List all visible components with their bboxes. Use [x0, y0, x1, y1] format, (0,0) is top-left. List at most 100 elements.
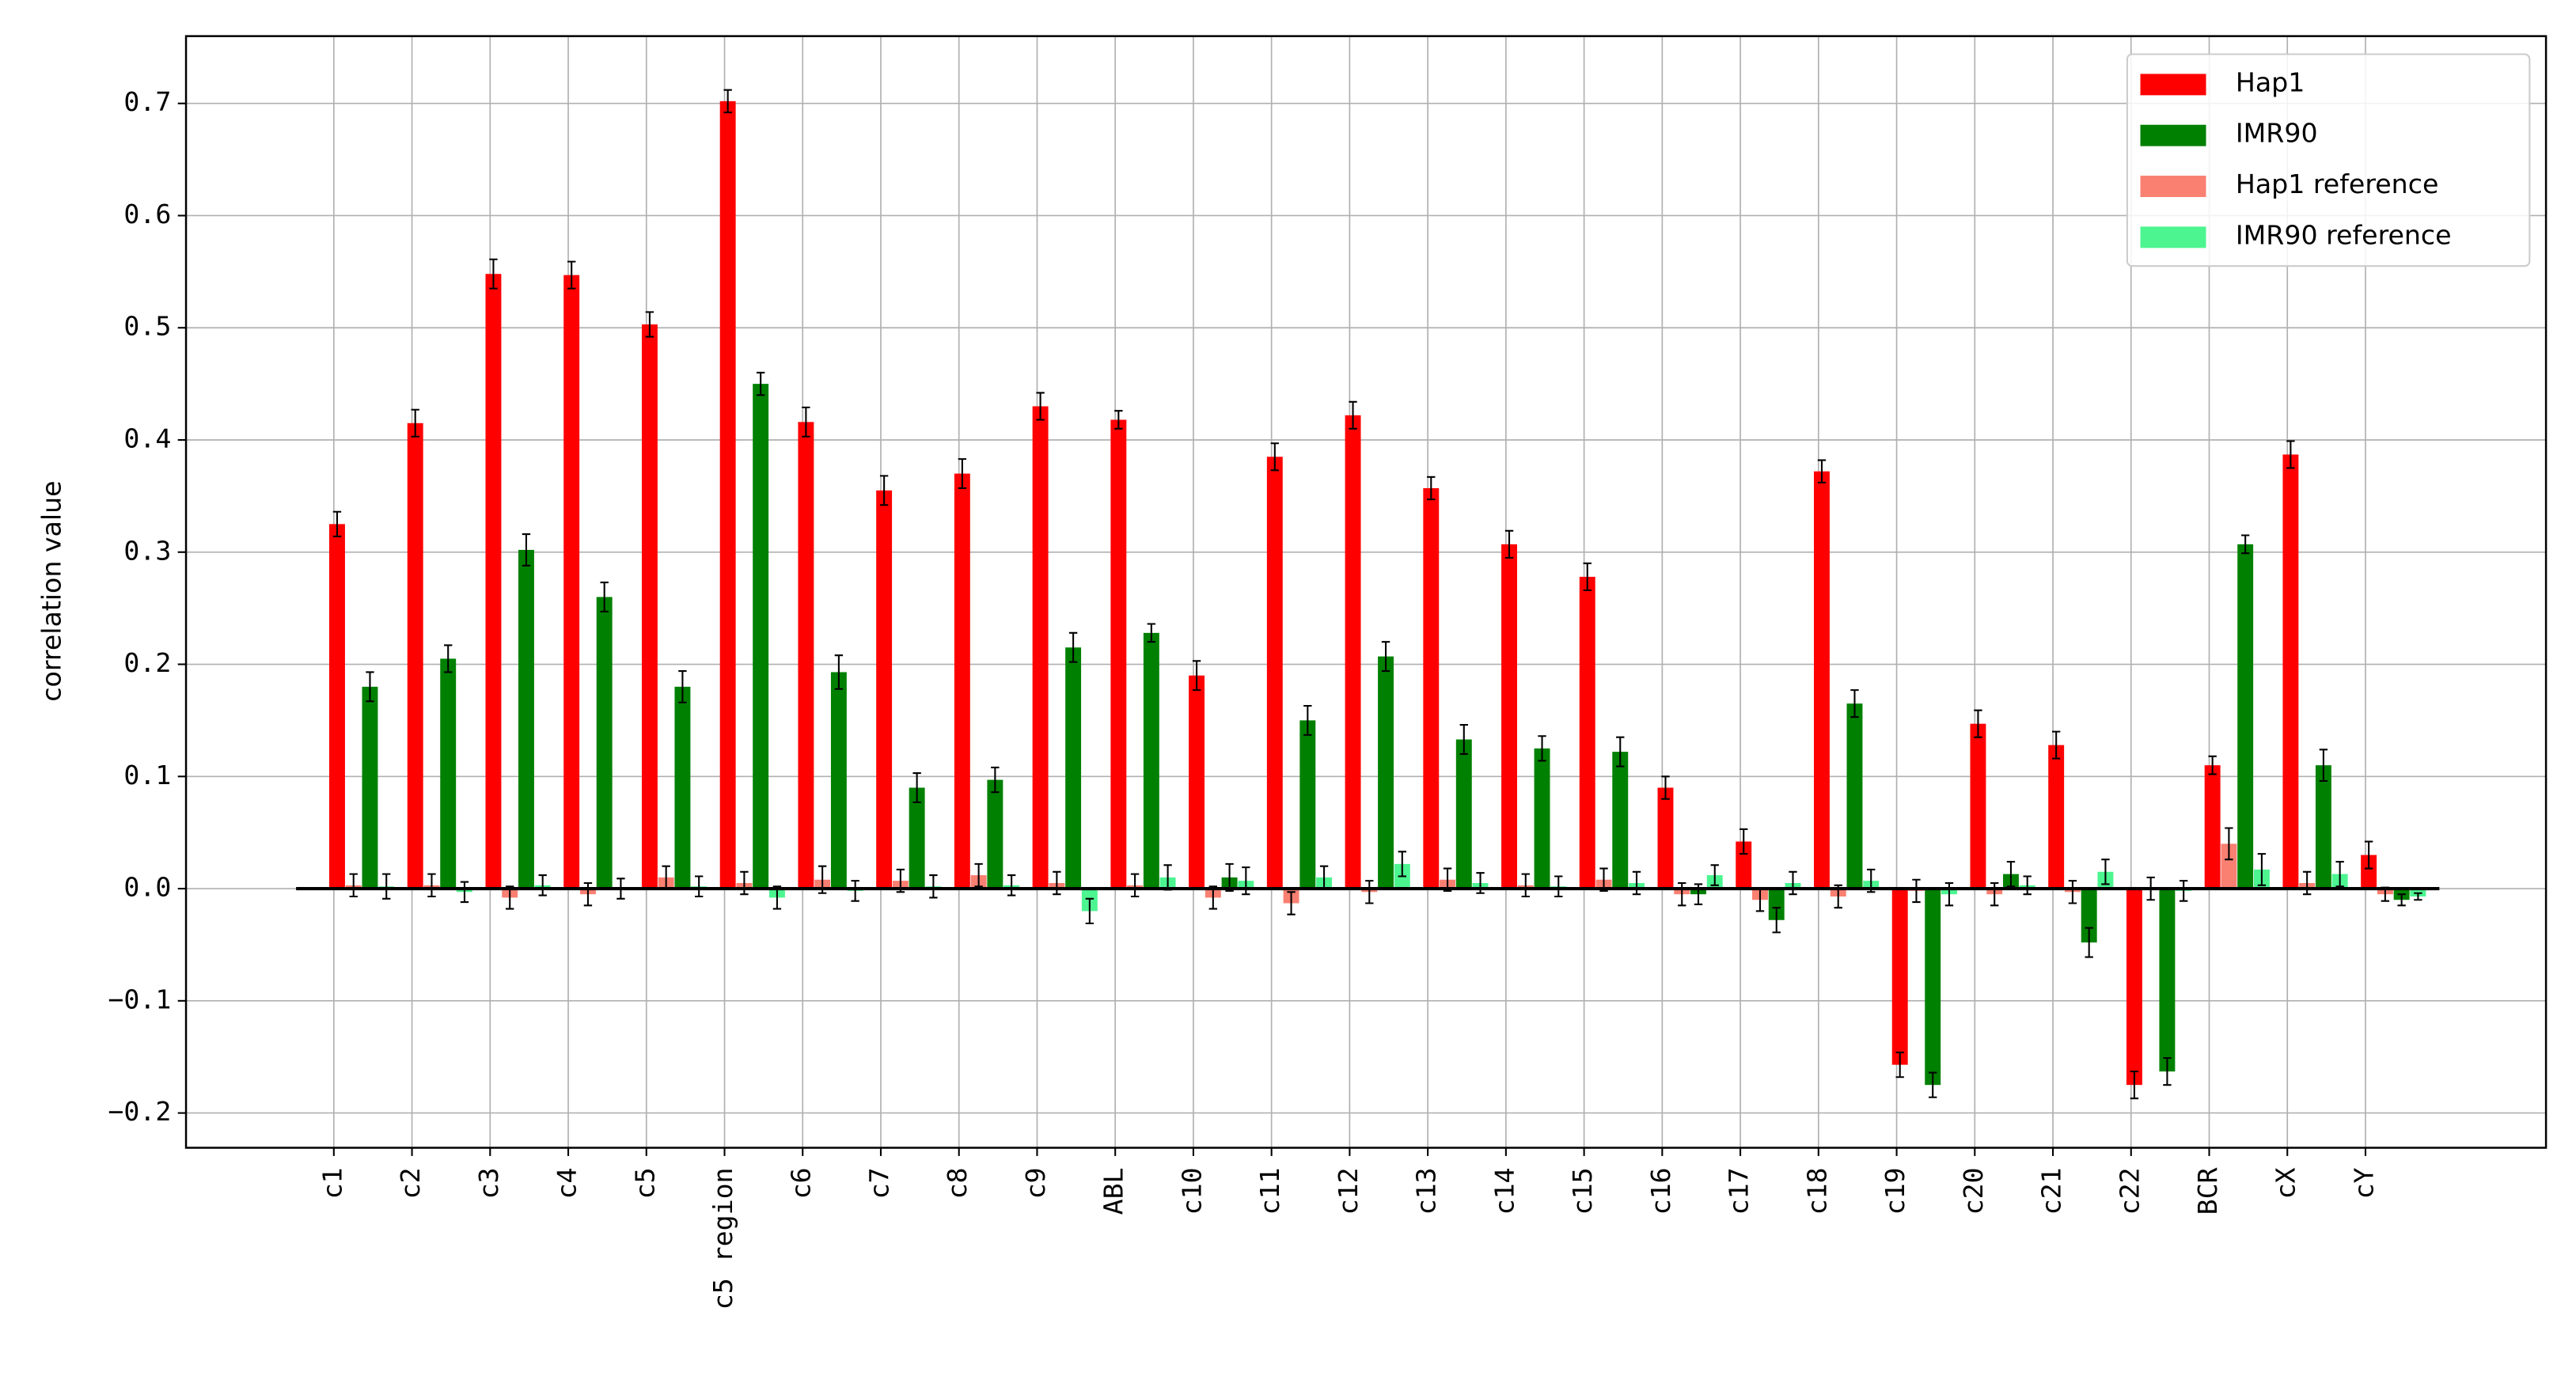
bar	[954, 473, 970, 889]
x-tick-label: c19	[1880, 1167, 1910, 1215]
bar	[1814, 471, 1830, 889]
error-bar	[1867, 868, 1876, 893]
bar	[1266, 457, 1283, 889]
bar	[1891, 889, 1908, 1065]
error-bar	[600, 582, 609, 612]
error-bar	[2051, 730, 2061, 760]
error-bar	[818, 865, 827, 894]
bar	[407, 423, 423, 889]
bar	[2237, 544, 2254, 889]
error-bar	[1365, 880, 1374, 904]
error-bar	[1398, 851, 1406, 878]
error-bar	[1225, 862, 1234, 892]
error-bar	[1476, 872, 1485, 894]
error-bar	[662, 865, 670, 890]
error-bar	[1208, 885, 1218, 910]
bar	[1768, 889, 1785, 920]
bar	[2282, 454, 2299, 889]
bar	[2048, 745, 2065, 889]
error-bar	[974, 862, 983, 888]
bar	[753, 384, 769, 889]
bar	[1065, 647, 1082, 889]
bar	[641, 324, 658, 889]
error-bar	[1895, 1052, 1904, 1078]
error-bar	[958, 458, 967, 490]
error-bar	[1554, 875, 1563, 898]
error-bar	[382, 873, 391, 900]
bar	[987, 779, 1003, 889]
x-tick-label: c7	[863, 1167, 894, 1199]
error-bar	[366, 671, 374, 703]
bar	[1189, 675, 1205, 889]
bar	[1579, 576, 1595, 889]
x-tick-label: c11	[1254, 1167, 1285, 1215]
bar	[1455, 739, 1472, 889]
error-bar	[1242, 866, 1250, 896]
error-bar	[2006, 861, 2016, 888]
error-bar	[1789, 870, 1797, 896]
error-bar	[1616, 736, 1625, 768]
error-bar	[879, 475, 889, 506]
bar	[563, 275, 580, 889]
bar	[518, 549, 534, 889]
error-bar	[1270, 442, 1280, 472]
y-axis-label: correlation value	[36, 480, 66, 701]
bar	[674, 686, 691, 889]
bar	[1378, 656, 1394, 889]
x-tick-label: c22	[2114, 1167, 2145, 1215]
bar	[2159, 889, 2176, 1072]
error-bar	[929, 874, 938, 899]
bar	[719, 100, 736, 889]
y-tick-label: 0.4	[123, 423, 171, 454]
x-tick-label: c4	[552, 1167, 582, 1199]
x-tick-label: c8	[942, 1167, 973, 1199]
bar	[876, 490, 893, 889]
error-bar	[444, 644, 453, 673]
error-bar	[1521, 873, 1530, 898]
error-bar	[2163, 1057, 2172, 1086]
error-bar	[1036, 392, 1045, 421]
x-tick-label: c16	[1645, 1167, 1676, 1215]
error-bar	[1007, 874, 1016, 896]
error-bar	[2397, 893, 2406, 907]
bar	[830, 672, 847, 889]
error-bar	[2130, 1071, 2139, 1100]
legend-swatch	[2140, 176, 2206, 198]
x-tick-label: c10	[1176, 1167, 1207, 1215]
error-bar	[912, 772, 921, 803]
bar	[1345, 415, 1361, 889]
error-bar	[756, 371, 765, 396]
error-bar	[1710, 864, 1719, 886]
x-tick-label: cY	[2348, 1167, 2379, 1199]
error-bar	[2414, 892, 2422, 901]
y-tick-label: −0.2	[108, 1096, 171, 1127]
error-bar	[2179, 880, 2188, 902]
bar	[1846, 703, 1863, 889]
error-bar	[460, 881, 469, 904]
error-bar	[1583, 562, 1592, 592]
error-bar	[522, 533, 531, 567]
y-tick-label: −0.1	[108, 984, 171, 1014]
error-bar	[1130, 873, 1140, 898]
error-bar	[2146, 876, 2155, 901]
error-bar	[2240, 534, 2250, 555]
legend-label: IMR90	[2236, 118, 2318, 149]
error-bar	[1538, 735, 1546, 762]
error-bar	[2302, 870, 2312, 896]
error-bar	[332, 510, 342, 537]
error-bar	[1632, 870, 1641, 896]
legend-swatch	[2140, 74, 2206, 96]
error-bar	[2225, 827, 2233, 861]
y-tick-label: 0.7	[123, 86, 171, 117]
error-bar	[1085, 897, 1095, 925]
x-tick-label: BCR	[2192, 1167, 2223, 1215]
error-bar	[802, 406, 810, 438]
error-bar	[506, 885, 514, 910]
error-bar	[1147, 623, 1156, 643]
error-bar	[1912, 878, 1921, 904]
bar	[1423, 487, 1440, 889]
error-bar	[1678, 881, 1686, 907]
error-bar	[1772, 907, 1781, 934]
y-tick-label: 0.5	[123, 311, 171, 342]
